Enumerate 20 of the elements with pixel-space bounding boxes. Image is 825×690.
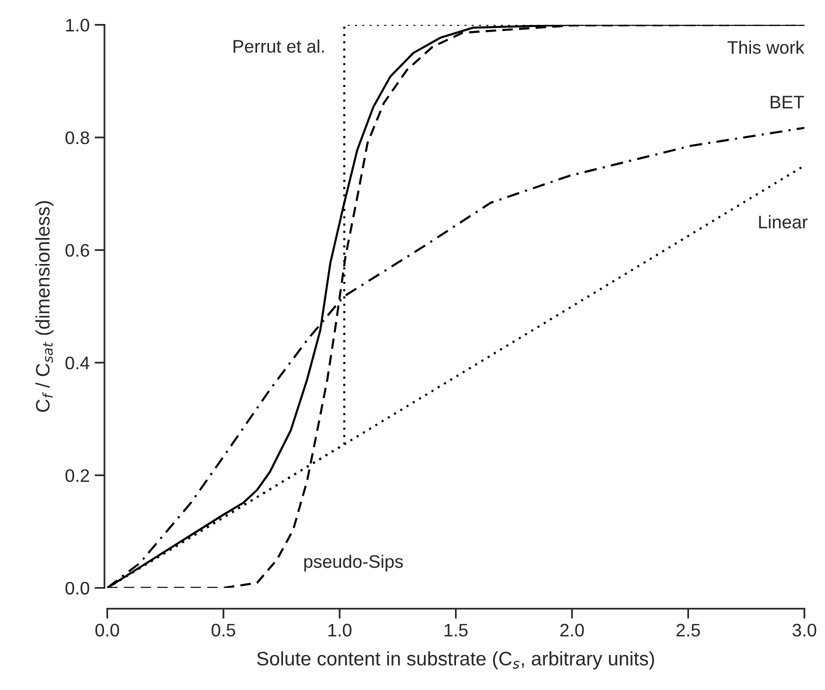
x-tick-label: 2.0 — [560, 624, 584, 637]
y-tick-label: 0.8 — [65, 131, 90, 144]
x-tick-label: 1.5 — [444, 624, 468, 637]
x-tick-label: 0.0 — [95, 624, 120, 637]
y-tick-label: 0.2 — [65, 469, 89, 482]
series-label: pseudo-Sips — [304, 554, 403, 572]
y-tick-label: 1.0 — [66, 18, 90, 32]
x-tick-label: 1.0 — [328, 624, 352, 637]
series-label: This work — [728, 40, 804, 54]
y-axis-title: C$_{f}$ / C$_{sat}$ (dimensionless) — [35, 201, 54, 412]
y-tick-label: 0.4 — [65, 356, 90, 370]
x-tick-label: 0.5 — [212, 624, 236, 637]
x-tick-label: 2.5 — [676, 624, 700, 637]
x-tick-label: 3.0 — [792, 624, 816, 637]
y-tick-label: 0.0 — [65, 582, 90, 595]
series-label: Perrut et al. — [234, 40, 324, 53]
series-label: Linear — [759, 215, 808, 228]
series-label: BET — [770, 96, 804, 108]
y-tick-label: 0.6 — [65, 244, 90, 257]
x-axis-title: Solute content in substrate (C$_{s}$, arbitrary units) — [257, 651, 654, 670]
